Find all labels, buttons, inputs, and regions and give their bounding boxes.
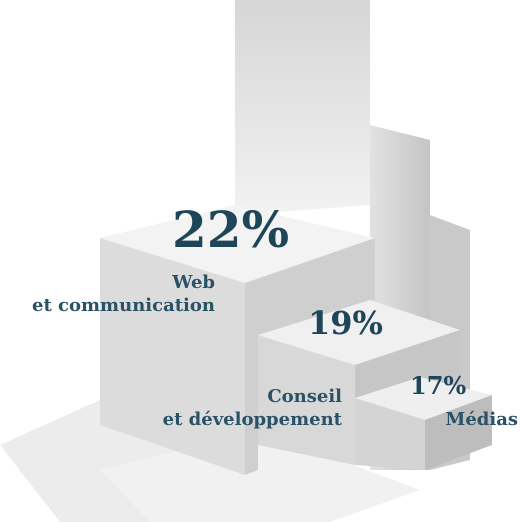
label: et communication xyxy=(32,295,215,316)
block-face xyxy=(245,238,375,475)
percentage: 22% xyxy=(172,200,290,259)
block-top xyxy=(258,300,460,365)
label: Conseil xyxy=(267,386,342,407)
back-pillar xyxy=(235,0,370,215)
block-top xyxy=(100,205,375,283)
percentage: 17% xyxy=(410,371,467,400)
label: et développement xyxy=(162,409,342,430)
block-top xyxy=(355,377,492,420)
percentage: 19% xyxy=(308,304,383,342)
block-face xyxy=(258,335,355,465)
block-face xyxy=(100,238,245,475)
block-face xyxy=(425,395,492,470)
label: Médias xyxy=(445,409,518,430)
block-face xyxy=(355,398,425,470)
floor xyxy=(0,400,420,522)
label: Web xyxy=(172,272,215,293)
